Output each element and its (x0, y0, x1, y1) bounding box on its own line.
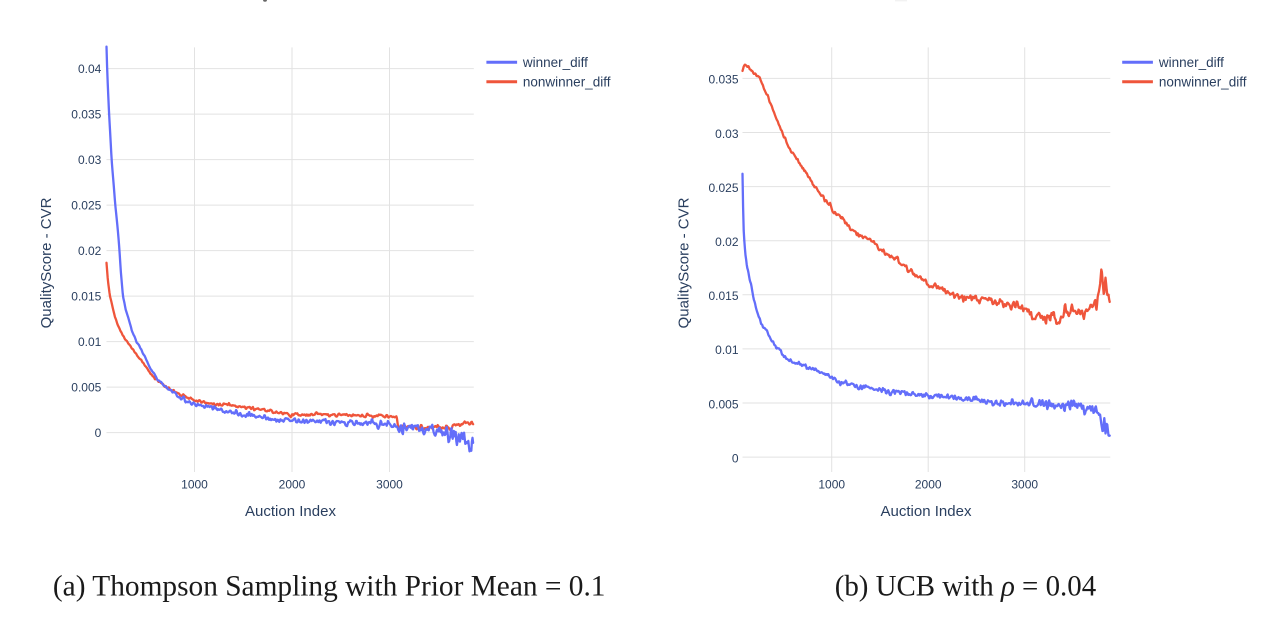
svg-text:nonwinner_diff: nonwinner_diff (1159, 75, 1247, 90)
svg-text:QualityScore - CVR: QualityScore - CVR (675, 197, 692, 328)
svg-text:0.04: 0.04 (78, 62, 102, 76)
svg-text:(b) UCB with ρ = 0.04: (b) UCB with ρ = 0.04 (835, 569, 1096, 602)
svg-text:0.01: 0.01 (78, 335, 102, 349)
svg-text:0.025: 0.025 (708, 181, 738, 195)
svg-text:0.03: 0.03 (715, 127, 739, 141)
svg-text:0.02: 0.02 (78, 244, 102, 258)
svg-text:0: 0 (95, 426, 102, 440)
svg-text:3000: 3000 (1011, 478, 1038, 492)
svg-text:QualityScore - CVR: QualityScore - CVR (38, 197, 55, 328)
svg-text:1000: 1000 (818, 478, 845, 492)
svg-text:winner_diff: winner_diff (522, 55, 588, 70)
svg-text:0.025: 0.025 (71, 198, 101, 212)
svg-text:0: 0 (732, 451, 739, 465)
svg-text:2000: 2000 (915, 478, 942, 492)
svg-text:(a) Thompson Sampling with Pri: (a) Thompson Sampling with Prior Mean = … (53, 569, 606, 602)
svg-text:Auction Index: Auction Index (245, 503, 336, 520)
svg-text:0.005: 0.005 (71, 380, 101, 394)
svg-text:Auction Index: Auction Index (881, 503, 972, 520)
svg-text:0.035: 0.035 (71, 107, 101, 121)
svg-text:0.035: 0.035 (708, 73, 738, 87)
svg-text:winner_diff: winner_diff (1158, 55, 1224, 70)
svg-text:nonwinner_diff: nonwinner_diff (523, 75, 611, 90)
svg-text:2000: 2000 (279, 478, 306, 492)
svg-text:3000: 3000 (376, 478, 403, 492)
svg-text:1000: 1000 (181, 478, 208, 492)
svg-text:0.005: 0.005 (708, 397, 738, 411)
svg-text:0.01: 0.01 (715, 343, 739, 357)
svg-text:0.015: 0.015 (71, 289, 101, 303)
svg-text:0.02: 0.02 (715, 235, 739, 249)
svg-text:0.03: 0.03 (78, 153, 102, 167)
svg-text:0.015: 0.015 (708, 289, 738, 303)
